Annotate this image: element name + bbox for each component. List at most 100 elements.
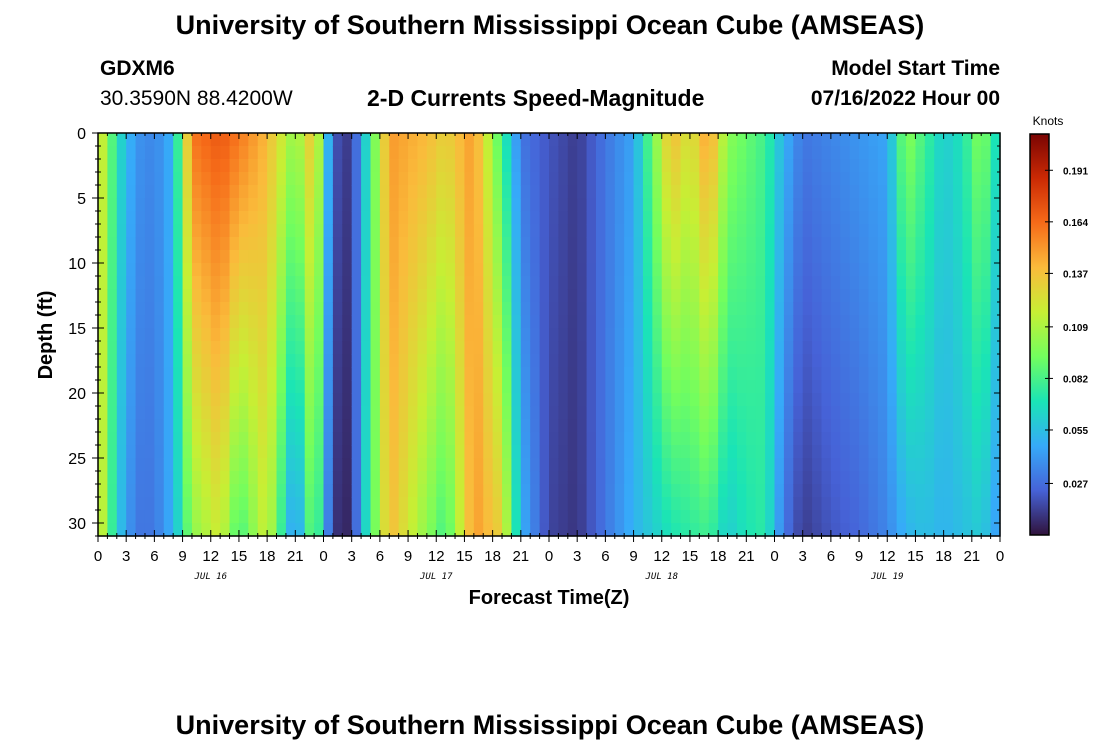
heatmap-cell [793,367,804,381]
heatmap-cell [708,315,719,329]
heatmap-cell [483,445,494,459]
heatmap-cell [943,302,954,316]
heatmap-cell [248,263,259,277]
heatmap-cell [483,419,494,433]
heatmap-cell [511,432,522,446]
heatmap-cell [257,133,268,147]
heatmap-cell [135,133,146,147]
heatmap-cell [135,185,146,199]
heatmap-cell [774,458,785,472]
heatmap-cell [502,393,513,407]
heatmap-cell [971,367,982,381]
heatmap-cell [304,198,315,212]
heatmap-cell [736,354,747,368]
heatmap-cell [962,380,973,394]
heatmap-cell [248,276,259,290]
heatmap-cell [671,133,682,147]
heatmap-cell [445,367,456,381]
heatmap-cell [398,471,409,485]
heatmap-cell [144,159,155,173]
heatmap-cell [812,198,823,212]
heatmap-cell [812,315,823,329]
heatmap-cell [163,172,174,186]
heatmap-cell [107,315,118,329]
heatmap-cell [718,263,729,277]
heatmap-cell [201,510,212,524]
heatmap-cell [567,146,578,160]
heatmap-cell [126,198,137,212]
heatmap-cell [877,406,888,420]
heatmap-cell [746,510,757,524]
heatmap-cell [483,133,494,147]
heatmap-cell [783,354,794,368]
heatmap-cell [530,224,541,238]
heatmap-cell [285,133,296,147]
heatmap-cell [351,146,362,160]
heatmap-cell [464,237,475,251]
heatmap-cell [859,393,870,407]
heatmap-cell [558,445,569,459]
heatmap-cell [191,289,202,303]
heatmap-cell [793,224,804,238]
heatmap-cell [586,510,597,524]
heatmap-cell [351,445,362,459]
heatmap-cell [191,198,202,212]
heatmap-cell [736,237,747,251]
heatmap-cell [135,237,146,251]
heatmap-cell [962,471,973,485]
heatmap-cell [549,289,559,303]
heatmap-cell [370,510,381,524]
heatmap-cell [595,471,606,485]
heatmap-cell [539,523,550,537]
heatmap-cell [896,185,907,199]
heatmap-cell [332,367,343,381]
heatmap-cell [906,289,917,303]
heatmap-cell [295,354,306,368]
heatmap-cell [727,471,738,485]
heatmap-cell [408,289,419,303]
heatmap-cell [595,380,606,394]
heatmap-cell [135,159,146,173]
heatmap-cell [962,458,973,472]
heatmap-cell [144,328,155,342]
heatmap-cell [295,432,306,446]
heatmap-cell [689,289,700,303]
heatmap-cell [314,185,325,199]
heatmap-cell [220,510,231,524]
heatmap-cell [624,354,635,368]
heatmap-cell [379,315,390,329]
heatmap-cell [408,367,419,381]
heatmap-cell [163,380,174,394]
heatmap-cell [990,302,1001,316]
heatmap-cell [689,393,700,407]
heatmap-cell [144,133,155,147]
heatmap-cell [304,237,315,251]
heatmap-cell [567,497,578,511]
heatmap-cell [144,341,155,355]
heatmap-cell [962,445,973,459]
heatmap-cell [220,159,231,173]
heatmap-cell [379,250,390,264]
heatmap-cell [173,432,184,446]
heatmap-cell [314,237,325,251]
heatmap-cell [962,328,973,342]
heatmap-cell [896,328,907,342]
heatmap-cell [934,445,945,459]
heatmap-cell [840,367,851,381]
heatmap-cell [642,523,653,537]
heatmap-cell [163,341,174,355]
heatmap-cell [567,263,578,277]
heatmap-cell [577,276,588,290]
heatmap-cell [605,458,616,472]
heatmap-cell [962,523,973,537]
heatmap-cell [144,185,155,199]
heatmap-cell [220,497,231,511]
heatmap-cell [332,523,343,537]
heatmap-cell [267,406,278,420]
heatmap-cell [793,146,804,160]
heatmap-cell [210,237,221,251]
heatmap-cell [285,432,296,446]
heatmap-cell [614,263,625,277]
heatmap-cell [379,380,390,394]
heatmap-cell [971,133,982,147]
